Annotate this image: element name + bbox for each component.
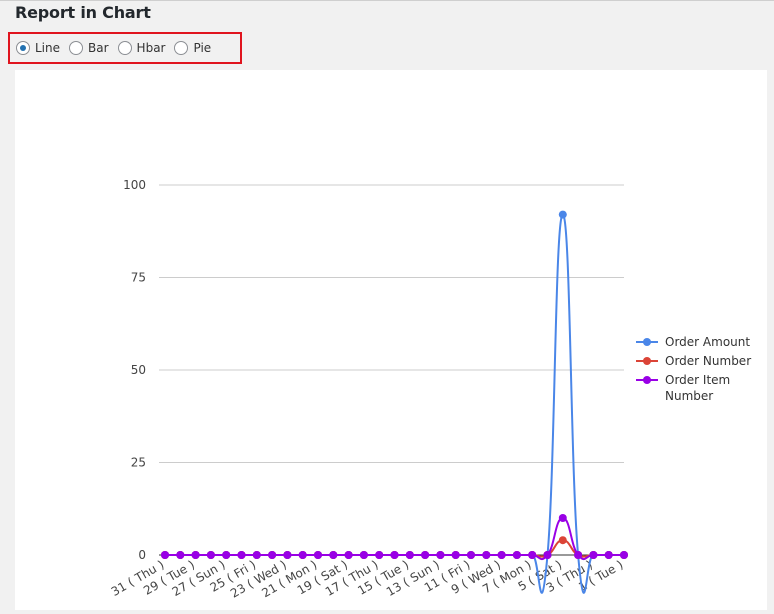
- y-tick-label: 0: [138, 548, 146, 562]
- data-point-order-item-number: [192, 551, 200, 559]
- page-title: Report in Chart: [15, 3, 151, 22]
- pie-radio[interactable]: [174, 41, 188, 55]
- legend-marker-order-number: [643, 357, 651, 365]
- data-point-order-item-number: [391, 551, 399, 559]
- data-point-order-item-number: [467, 551, 475, 559]
- data-point-order-item-number: [329, 551, 337, 559]
- legend-marker-order-item-number: [643, 376, 651, 384]
- data-point-order-item-number: [436, 551, 444, 559]
- radio-option-hbar[interactable]: Hbar: [118, 41, 166, 55]
- hbar-radio-label: Hbar: [137, 41, 166, 55]
- data-point-order-item-number: [283, 551, 291, 559]
- pie-radio-label: Pie: [193, 41, 211, 55]
- data-point-order-item-number: [299, 551, 307, 559]
- data-point-order-item-number: [513, 551, 521, 559]
- data-point-order-amount: [559, 211, 567, 219]
- data-point-order-item-number: [544, 551, 552, 559]
- data-point-order-item-number: [589, 551, 597, 559]
- bar-radio[interactable]: [69, 41, 83, 55]
- data-point-order-item-number: [452, 551, 460, 559]
- data-point-order-item-number: [161, 551, 169, 559]
- data-point-order-item-number: [176, 551, 184, 559]
- y-tick-label: 100: [123, 178, 146, 192]
- legend-label-order-amount: Order Amount: [665, 335, 750, 349]
- data-point-order-item-number: [421, 551, 429, 559]
- data-point-order-item-number: [406, 551, 414, 559]
- data-point-order-item-number: [238, 551, 246, 559]
- legend-label-order-item-number: Number: [665, 389, 713, 403]
- legend-label-order-item-number: Order Item: [665, 373, 730, 387]
- y-tick-label: 75: [131, 271, 146, 285]
- data-point-order-item-number: [253, 551, 261, 559]
- data-point-order-number: [559, 536, 567, 544]
- data-point-order-item-number: [605, 551, 613, 559]
- data-point-order-item-number: [528, 551, 536, 559]
- legend-label-order-number: Order Number: [665, 354, 751, 368]
- data-point-order-item-number: [222, 551, 230, 559]
- data-point-order-item-number: [314, 551, 322, 559]
- data-point-order-item-number: [559, 514, 567, 522]
- data-point-order-item-number: [345, 551, 353, 559]
- data-point-order-item-number: [268, 551, 276, 559]
- line-radio-label: Line: [35, 41, 60, 55]
- chart-type-selector: Line Bar Hbar Pie: [8, 32, 242, 64]
- radio-option-bar[interactable]: Bar: [69, 41, 109, 55]
- data-point-order-item-number: [574, 551, 582, 559]
- data-point-order-item-number: [207, 551, 215, 559]
- bar-radio-label: Bar: [88, 41, 109, 55]
- legend-marker-order-amount: [643, 338, 651, 346]
- data-point-order-item-number: [620, 551, 628, 559]
- chart-card: 0 25 50 75 100 31 ( Thu ) 29 ( Tue ) 27 ( Sun )…: [15, 70, 767, 610]
- data-point-order-item-number: [498, 551, 506, 559]
- line-radio[interactable]: [16, 41, 30, 55]
- data-point-order-item-number: [482, 551, 490, 559]
- data-point-order-item-number: [360, 551, 368, 559]
- y-tick-label: 25: [131, 456, 146, 470]
- y-tick-label: 50: [131, 363, 146, 377]
- radio-option-pie[interactable]: Pie: [174, 41, 211, 55]
- radio-option-line[interactable]: Line: [16, 41, 60, 55]
- hbar-radio[interactable]: [118, 41, 132, 55]
- data-point-order-item-number: [375, 551, 383, 559]
